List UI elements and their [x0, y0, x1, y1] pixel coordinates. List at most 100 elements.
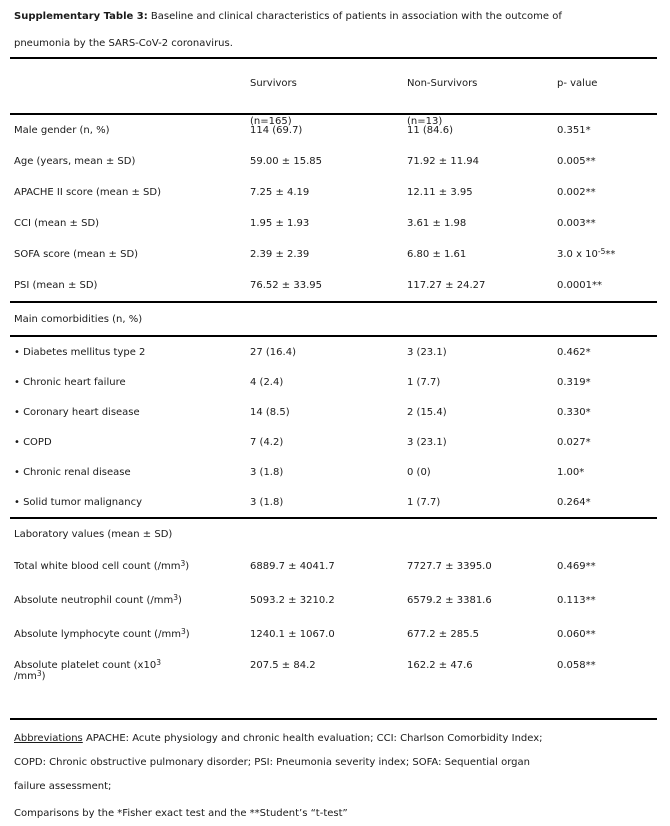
- row-label: • Chronic renal disease: [14, 466, 131, 478]
- table-row-solid-tumor: • Solid tumor malignancy 3 (1.8) 1 (7.7)…: [0, 487, 670, 517]
- nonsurvivors-value: 71.92 ± 11.94: [407, 156, 479, 167]
- rule-below-header: [10, 113, 657, 115]
- table-caption-line-1: Supplementary Table 3: Baseline and clin…: [14, 3, 670, 30]
- row-label: PSI (mean ± SD): [14, 280, 98, 291]
- abbreviations-line-2: COPD: Chronic obstructive pulmonary diso…: [14, 757, 530, 768]
- abbreviations-line-3: failure assessment;: [14, 781, 112, 792]
- rule-below-comorbidities: [10, 335, 657, 337]
- row-label: Male gender (n, %): [14, 125, 110, 136]
- col-header-pvalue: p- value: [557, 59, 670, 108]
- table-caption-text: Baseline and clinical characteristics of…: [147, 11, 562, 22]
- row-label: • Coronary heart disease: [14, 406, 140, 418]
- section-header-comorbidities: Main comorbidities (n, %): [0, 303, 670, 335]
- nonsurvivors-value: 12.11 ± 3.95: [407, 187, 473, 198]
- row-label: Absolute lymphocyte count (/mm3): [14, 626, 190, 640]
- p-value: 0.319*: [557, 376, 591, 388]
- survivors-value: 76.52 ± 33.95: [250, 280, 322, 291]
- survivors-value: 3 (1.8): [250, 496, 284, 508]
- nonsurvivors-value: 3.61 ± 1.98: [407, 218, 467, 229]
- row-label: Age (years, mean ± SD): [14, 156, 136, 167]
- table-row-chronic-heart-failure: • Chronic heart failure 4 (2.4) 1 (7.7) …: [0, 367, 670, 397]
- table-row-diabetes: • Diabetes mellitus type 2 27 (16.4) 3 (…: [0, 337, 670, 367]
- table-row-lymphocyte-count: Absolute lymphocyte count (/mm3) 1240.1 …: [0, 617, 670, 651]
- survivors-value: 5093.2 ± 3210.2: [250, 594, 335, 606]
- p-value: 0.462*: [557, 346, 591, 358]
- rule-bottom: [10, 718, 657, 720]
- survivors-value: 3 (1.8): [250, 466, 284, 478]
- table-row-apache-ii: APACHE II score (mean ± SD) 7.25 ± 4.19 …: [0, 177, 670, 208]
- table-header-row: Survivors (n=165) Non-Survivors (n=13) p…: [0, 59, 670, 127]
- table-row-wbc-count: Total white blood cell count (/mm3) 6889…: [0, 549, 670, 583]
- section-label: Laboratory values (mean ± SD): [14, 528, 173, 540]
- nonsurvivors-value: 11 (84.6): [407, 125, 453, 136]
- table-row-sofa: SOFA score (mean ± SD) 2.39 ± 2.39 6.80 …: [0, 239, 670, 270]
- row-label: CCI (mean ± SD): [14, 218, 100, 229]
- table-row-age: Age (years, mean ± SD) 59.00 ± 15.85 71.…: [0, 146, 670, 177]
- survivors-value: 7 (4.2): [250, 436, 284, 448]
- p-value: 0.330*: [557, 406, 591, 418]
- survivors-value: 2.39 ± 2.39: [250, 249, 310, 260]
- nonsurvivors-value: 1 (7.7): [407, 376, 441, 388]
- survivors-value: 207.5 ± 84.2: [250, 660, 316, 671]
- p-value: 0.264*: [557, 496, 591, 508]
- nonsurvivors-value: 3 (23.1): [407, 436, 447, 448]
- col-header-survivors-label: Survivors: [250, 78, 297, 89]
- table-caption: Supplementary Table 3: Baseline and clin…: [0, 0, 670, 57]
- nonsurvivors-value: 162.2 ± 47.6: [407, 660, 473, 671]
- table-row-neutrophil-count: Absolute neutrophil count (/mm3) 5093.2 …: [0, 583, 670, 617]
- row-label: Absolute neutrophil count (/mm3): [14, 592, 182, 606]
- nonsurvivors-value: 117.27 ± 24.27: [407, 280, 486, 291]
- col-header-nonsurvivors: Non-Survivors (n=13): [407, 59, 557, 146]
- p-value: 0.113**: [557, 594, 596, 606]
- section-header-laboratory: Laboratory values (mean ± SD): [0, 519, 670, 549]
- p-value: 0.058**: [557, 660, 596, 671]
- survivors-value: 59.00 ± 15.85: [250, 156, 322, 167]
- table-row-psi: PSI (mean ± SD) 76.52 ± 33.95 117.27 ± 2…: [0, 270, 670, 301]
- survivors-value: 27 (16.4): [250, 346, 296, 358]
- col-header-survivors-n: (n=165): [250, 116, 292, 127]
- row-label: • Chronic heart failure: [14, 376, 126, 388]
- nonsurvivors-value: 3 (23.1): [407, 346, 447, 358]
- p-value: 0.027*: [557, 436, 591, 448]
- rule-above-comorbidities: [10, 301, 657, 303]
- nonsurvivors-value: 0 (0): [407, 466, 431, 478]
- survivors-value: 1240.1 ± 1067.0: [250, 628, 335, 640]
- section-label: Main comorbidities (n, %): [14, 313, 143, 325]
- abbreviations-line-1: Abbreviations APACHE: Acute physiology a…: [14, 727, 670, 751]
- table-row-copd: • COPD 7 (4.2) 3 (23.1) 0.027*: [0, 427, 670, 457]
- nonsurvivors-value: 2 (15.4): [407, 406, 447, 418]
- table-row-chronic-renal-disease: • Chronic renal disease 3 (1.8) 0 (0) 1.…: [0, 457, 670, 487]
- p-value: 0.005**: [557, 156, 596, 167]
- col-header-nonsurvivors-label: Non-Survivors: [407, 78, 478, 89]
- abbreviations-text-1: APACHE: Acute physiology and chronic hea…: [82, 733, 543, 744]
- row-label: SOFA score (mean ± SD): [14, 249, 139, 260]
- rule-top: [10, 57, 657, 59]
- table-row-coronary-heart-disease: • Coronary heart disease 14 (8.5) 2 (15.…: [0, 397, 670, 427]
- survivors-value: 114 (69.7): [250, 125, 303, 136]
- survivors-value: 4 (2.4): [250, 376, 284, 388]
- row-label: • Diabetes mellitus type 2: [14, 346, 146, 358]
- row-label: APACHE II score (mean ± SD): [14, 187, 161, 198]
- nonsurvivors-value: 7727.7 ± 3395.0: [407, 560, 492, 572]
- comparisons-note: Comparisons by the *Fisher exact test an…: [14, 808, 348, 819]
- p-value: 0.060**: [557, 628, 596, 640]
- row-label: Total white blood cell count (/mm3): [14, 558, 190, 572]
- p-value: 0.351*: [557, 125, 591, 136]
- table-row-male-gender: Male gender (n, %) 114 (69.7) 11 (84.6) …: [0, 115, 670, 146]
- p-value: 0.469**: [557, 560, 596, 572]
- p-value: 3.0 x 10-5**: [557, 247, 616, 260]
- p-value: 0.003**: [557, 218, 596, 229]
- row-label: • COPD: [14, 436, 52, 448]
- p-value: 0.002**: [557, 187, 596, 198]
- col-header-nonsurvivors-n: (n=13): [407, 116, 443, 127]
- table-footnotes: Abbreviations APACHE: Acute physiology a…: [0, 720, 670, 826]
- nonsurvivors-value: 6579.2 ± 3381.6: [407, 594, 492, 606]
- survivors-value: 6889.7 ± 4041.7: [250, 560, 335, 572]
- nonsurvivors-value: 6.80 ± 1.61: [407, 249, 467, 260]
- nonsurvivors-value: 1 (7.7): [407, 496, 441, 508]
- table-caption-number: Supplementary Table 3:: [14, 11, 148, 22]
- abbreviations-label: Abbreviations: [14, 733, 83, 744]
- survivors-value: 14 (8.5): [250, 406, 290, 418]
